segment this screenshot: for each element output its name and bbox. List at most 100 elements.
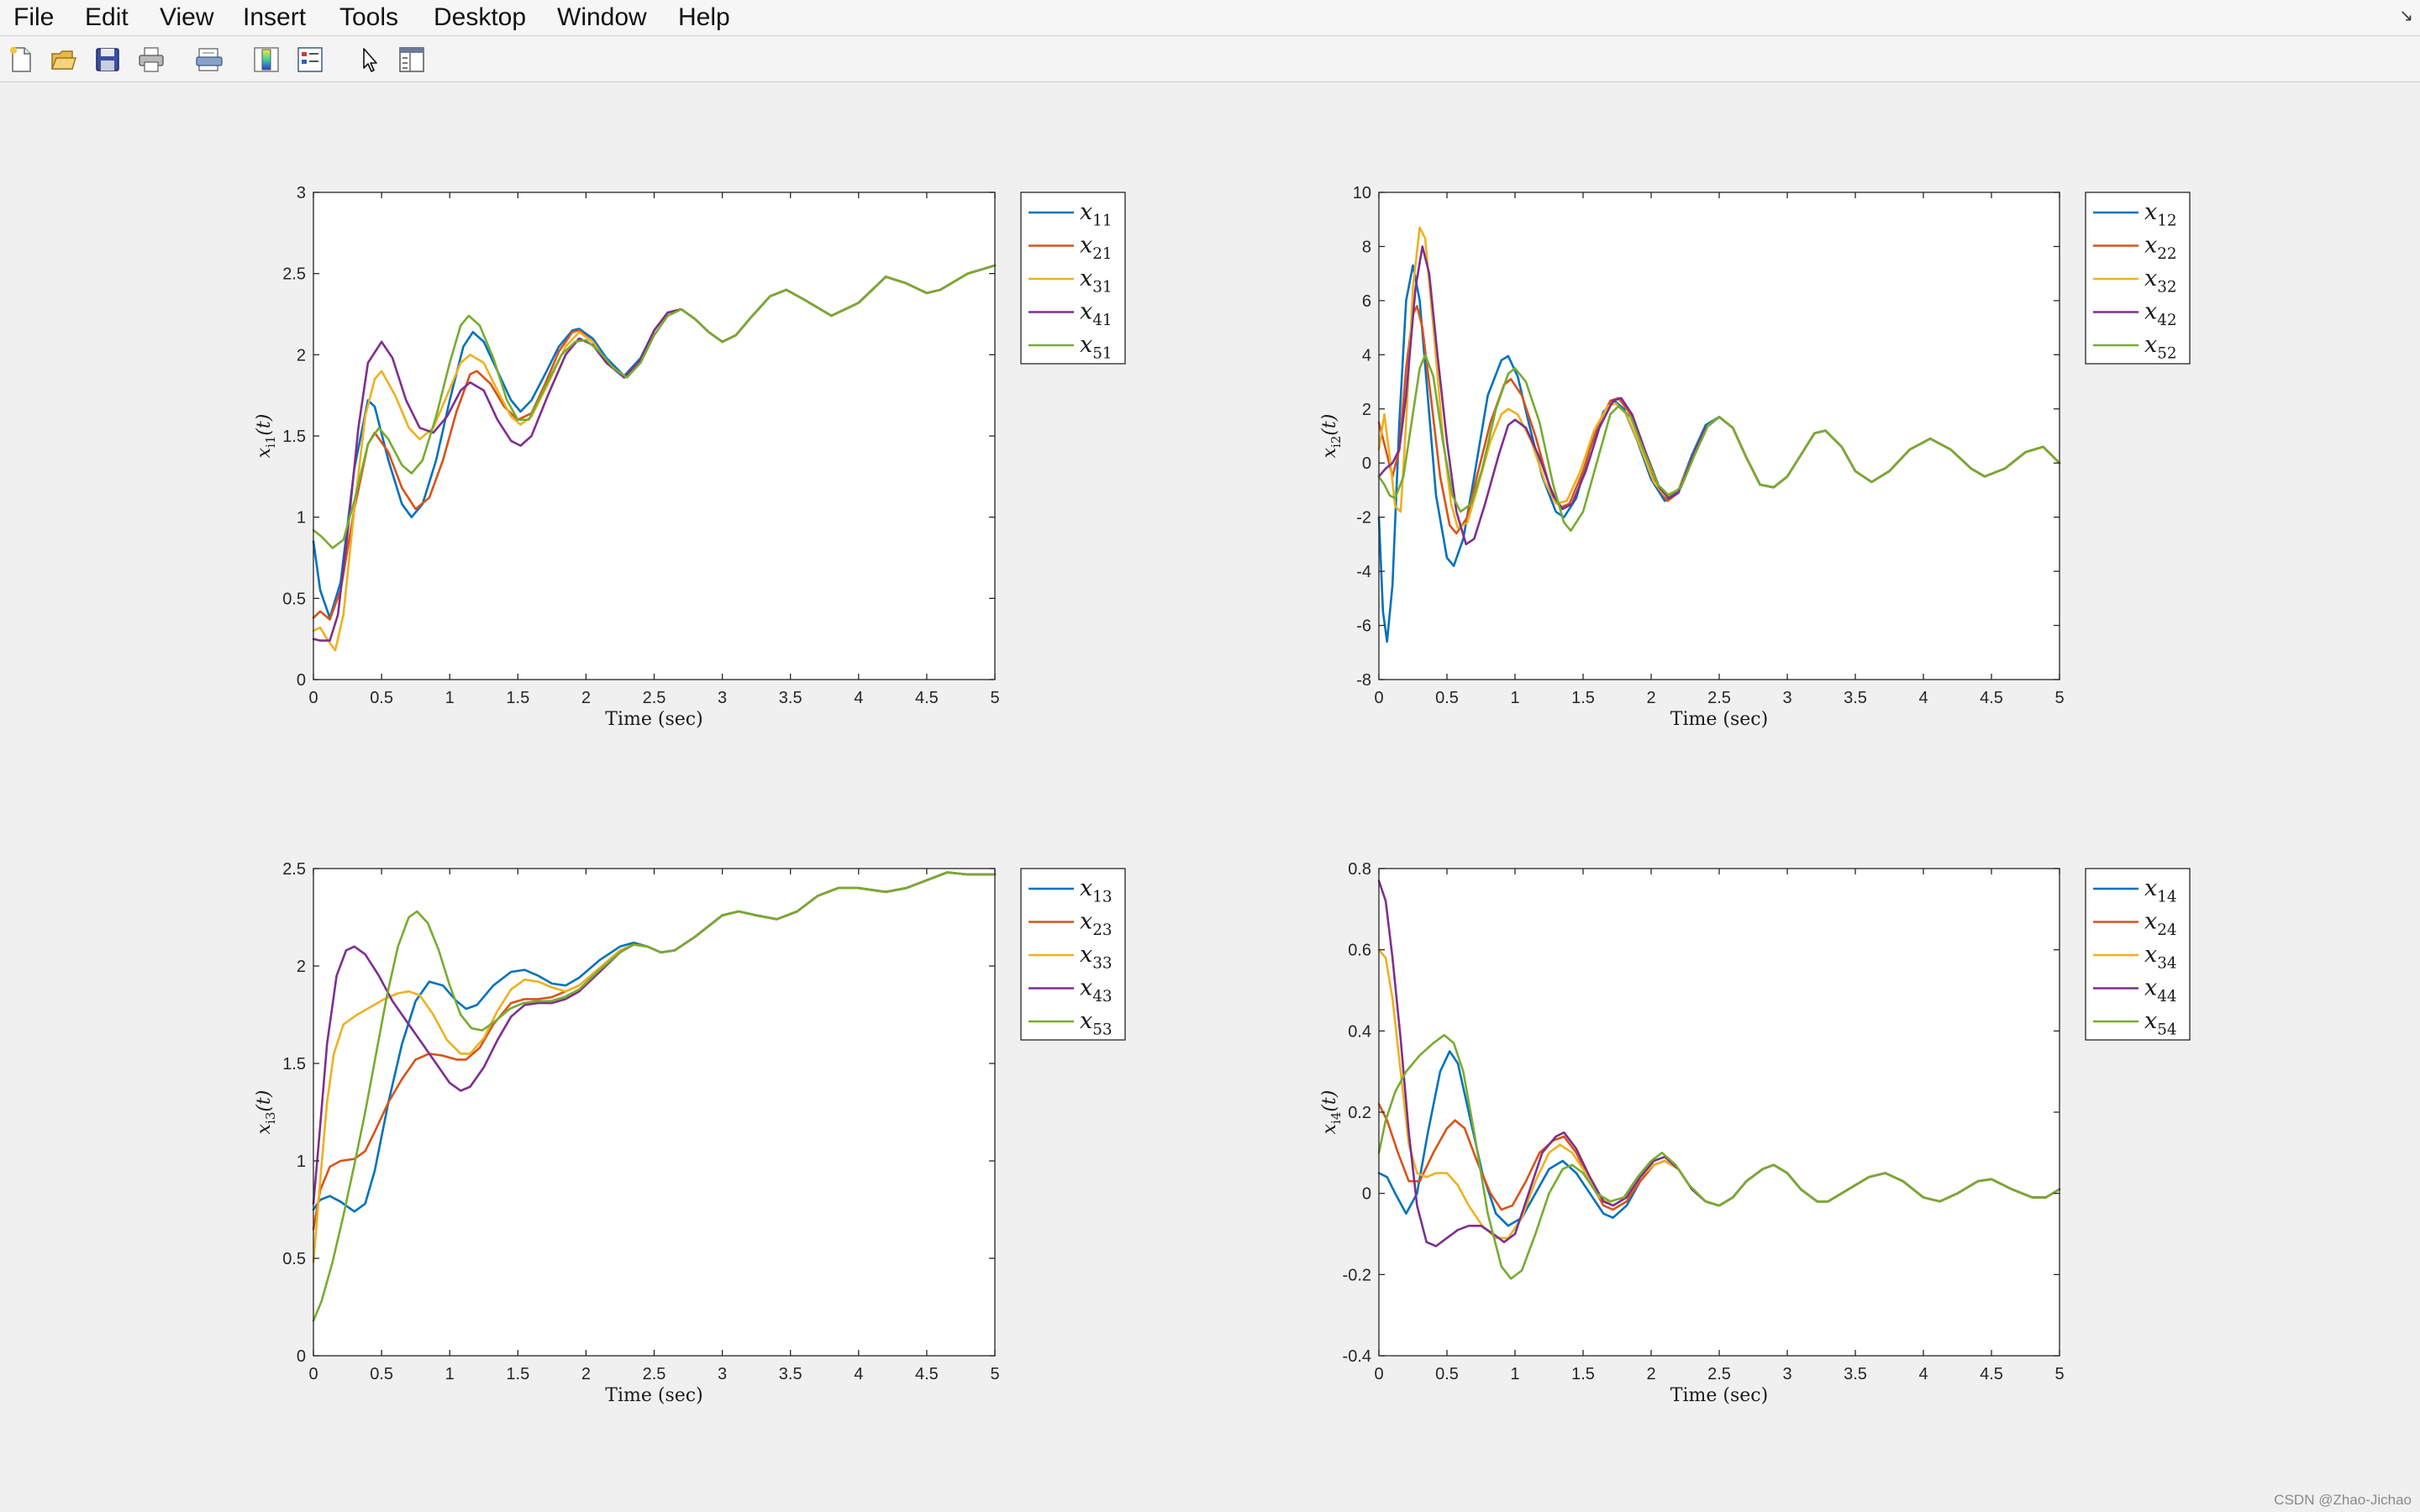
y-tick-label: 2 (1362, 401, 1371, 419)
undock-icon[interactable]: ↘ (2399, 7, 2413, 25)
y-tick-label: 0 (1362, 1185, 1371, 1204)
series-line-x51 (312, 264, 997, 549)
subplot-1: 0 0.5 1 1.5 2 2.5 3 3.5 4 4.5 5 0 0.5 1 1.5 2 2.5 3 Time (… (254, 184, 1126, 730)
watermark: CSDN @Zhao-Jichao (2274, 1492, 2412, 1508)
menu-help[interactable]: Help (678, 3, 730, 31)
save-icon[interactable] (93, 45, 122, 74)
x-tick-label: 1.5 (1571, 1365, 1595, 1383)
legend-entry: x53 (1080, 1008, 1113, 1039)
legend-entry: x51 (1080, 332, 1113, 363)
y-tick-label: 1.5 (282, 1055, 306, 1074)
subplot-2: 0 0.5 1 1.5 2 2.5 3 3.5 4 4.5 5 -8 -6 -4 -2 0 2 4 6 8 10 Time… (1319, 184, 2191, 730)
y-tick-label: 0.5 (282, 590, 306, 608)
x-tick-label: 3.5 (1844, 689, 1867, 707)
x-tick-label: 2 (581, 1365, 591, 1383)
legend-entry: x32 (2144, 265, 2177, 297)
menu-window[interactable]: Window (557, 3, 647, 31)
legend-entry: x24 (2144, 909, 2177, 940)
x-tick-label: 0 (308, 689, 318, 707)
x-tick-label: 2 (1646, 689, 1655, 707)
menu-file[interactable]: File (13, 3, 55, 31)
open-folder-icon[interactable] (50, 45, 78, 74)
y-tick-label: 2.5 (282, 265, 306, 284)
y-tick-label: 1.5 (282, 428, 306, 446)
figure-toolbar (0, 37, 2420, 82)
x-tick-label: 1.5 (506, 689, 529, 707)
property-editor-icon[interactable] (397, 45, 426, 74)
legend-entry: x22 (2144, 233, 2177, 264)
legend-entry: x44 (2144, 975, 2177, 1006)
y-tick-label: 6 (1362, 292, 1371, 311)
menu-tools[interactable]: Tools (339, 3, 399, 31)
x-tick-label: 5 (2054, 1365, 2064, 1383)
new-figure-icon[interactable] (7, 45, 35, 74)
legend-entry: x11 (1080, 199, 1113, 230)
x-tick-label: 2.5 (643, 1365, 666, 1383)
legend-entry: x33 (1080, 942, 1113, 973)
y-tick-label: 4 (1362, 346, 1371, 365)
y-tick-label: 0 (297, 671, 306, 690)
x-tick-label: 0.5 (370, 689, 393, 707)
plot-area (1379, 869, 2060, 1356)
y-tick-label: -2 (1356, 509, 1371, 528)
y-tick-label: 3 (297, 184, 306, 202)
x-tick-label: 4.5 (915, 689, 939, 707)
pointer-icon[interactable] (355, 45, 384, 74)
x-axis-label: Time (sec) (605, 709, 702, 730)
x-tick-label: 0.5 (370, 1365, 393, 1383)
x-tick-label: 4 (854, 1365, 863, 1383)
x-tick-label: 5 (990, 689, 999, 707)
x-tick-label: 1 (1510, 689, 1519, 707)
x-tick-label: 0.5 (1435, 689, 1459, 707)
print-icon[interactable] (137, 45, 166, 74)
legend-entry: x52 (2144, 332, 2177, 363)
series-line-x54 (1377, 1033, 2061, 1280)
y-tick-label: 0 (1362, 454, 1371, 473)
y-tick-label: 2.5 (282, 860, 306, 879)
y-tick-label: 0.4 (1348, 1022, 1371, 1041)
subplot-3: 0 0.5 1 1.5 2 2.5 3 3.5 4 4.5 5 0 0.5 1 1.5 2 2.5 Time (s… (254, 860, 1126, 1406)
y-tick-label: -6 (1356, 617, 1371, 636)
x-tick-label: 3 (718, 689, 727, 707)
x-tick-label: 3.5 (1844, 1365, 1867, 1383)
legend-entry: x12 (2144, 199, 2177, 230)
menu-desktop[interactable]: Desktop (434, 3, 527, 31)
x-tick-label: 4 (1918, 689, 1928, 707)
y-tick-label: 0.8 (1348, 860, 1371, 879)
x-axis-label: Time (sec) (605, 1385, 702, 1406)
x-tick-label: 2.5 (1707, 1365, 1731, 1383)
x-tick-label: 4 (1918, 1365, 1928, 1383)
print-preview-icon[interactable] (195, 45, 224, 74)
x-tick-label: 2 (581, 689, 591, 707)
x-tick-label: 2.5 (1707, 689, 1731, 707)
y-axis-label: xi1(t) (254, 414, 278, 459)
x-tick-label: 0.5 (1435, 1365, 1459, 1383)
x-tick-label: 2 (1646, 1365, 1655, 1383)
figure-canvas: 0 0.5 1 1.5 2 2.5 3 3.5 4 4.5 5 0 0.5 1 1.5 2 2.5 3 Time (… (254, 184, 2191, 1406)
colorbar-icon[interactable] (252, 45, 281, 74)
x-tick-label: 3 (1782, 689, 1791, 707)
y-tick-label: 1 (297, 1152, 306, 1171)
legend-entry: x41 (1080, 299, 1113, 330)
x-tick-label: 4.5 (1980, 689, 2003, 707)
x-tick-label: 1 (445, 689, 455, 707)
menu-view[interactable]: View (160, 3, 214, 31)
legend-icon[interactable] (296, 45, 324, 74)
x-tick-label: 4.5 (1980, 1365, 2003, 1383)
legend-entry: x34 (2144, 942, 2177, 973)
x-tick-label: 0 (1374, 1365, 1383, 1383)
menu-edit[interactable]: Edit (85, 3, 129, 31)
y-tick-label: 8 (1362, 238, 1371, 256)
y-axis-label: xi3(t) (254, 1090, 278, 1135)
series-line-x53 (312, 871, 997, 1322)
x-tick-label: 4.5 (915, 1365, 939, 1383)
menu-insert[interactable]: Insert (243, 3, 307, 31)
legend-entry: x14 (2144, 875, 2177, 906)
y-axis-label: xi2(t) (1319, 414, 1344, 459)
x-tick-label: 2.5 (643, 689, 666, 707)
y-tick-label: 2 (297, 346, 306, 365)
x-tick-label: 1 (1510, 1365, 1519, 1383)
